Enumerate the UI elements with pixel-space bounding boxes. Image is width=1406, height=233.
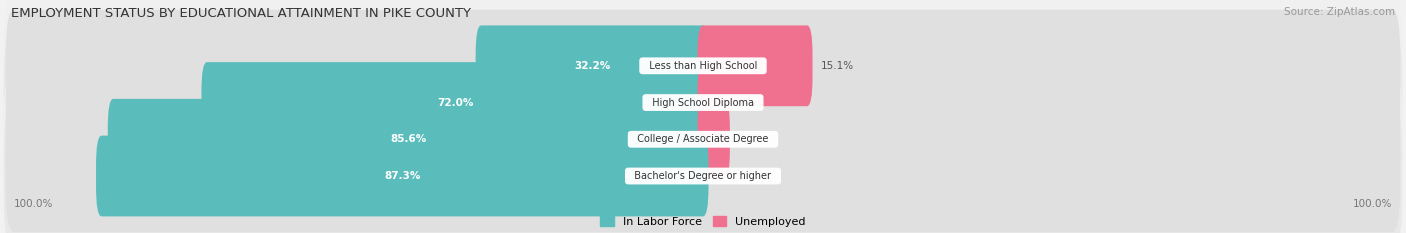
FancyBboxPatch shape [6,10,1400,122]
FancyBboxPatch shape [4,66,1402,213]
Text: 100.0%: 100.0% [1353,199,1392,209]
Text: 72.0%: 72.0% [437,98,474,108]
Text: 15.1%: 15.1% [821,61,853,71]
Text: College / Associate Degree: College / Associate Degree [631,134,775,144]
Legend: In Labor Force, Unemployed: In Labor Force, Unemployed [600,216,806,227]
Text: 1.9%: 1.9% [730,98,756,108]
Text: EMPLOYMENT STATUS BY EDUCATIONAL ATTAINMENT IN PIKE COUNTY: EMPLOYMENT STATUS BY EDUCATIONAL ATTAINM… [11,7,471,20]
FancyBboxPatch shape [96,136,709,216]
Text: 87.3%: 87.3% [384,171,420,181]
FancyBboxPatch shape [6,83,1400,195]
Text: Bachelor's Degree or higher: Bachelor's Degree or higher [628,171,778,181]
Text: Less than High School: Less than High School [643,61,763,71]
FancyBboxPatch shape [108,99,709,180]
Text: Source: ZipAtlas.com: Source: ZipAtlas.com [1284,7,1395,17]
FancyBboxPatch shape [4,29,1402,176]
FancyBboxPatch shape [697,25,813,106]
FancyBboxPatch shape [4,0,1402,139]
FancyBboxPatch shape [6,47,1400,159]
Text: 32.2%: 32.2% [574,61,610,71]
FancyBboxPatch shape [4,103,1402,233]
Text: High School Diploma: High School Diploma [645,98,761,108]
FancyBboxPatch shape [697,99,730,180]
Text: 85.6%: 85.6% [389,134,426,144]
Text: 100.0%: 100.0% [14,199,53,209]
Text: 0.0%: 0.0% [717,171,742,181]
FancyBboxPatch shape [201,62,709,143]
FancyBboxPatch shape [697,62,721,143]
FancyBboxPatch shape [475,25,709,106]
Text: 3.1%: 3.1% [738,134,765,144]
FancyBboxPatch shape [6,120,1400,232]
